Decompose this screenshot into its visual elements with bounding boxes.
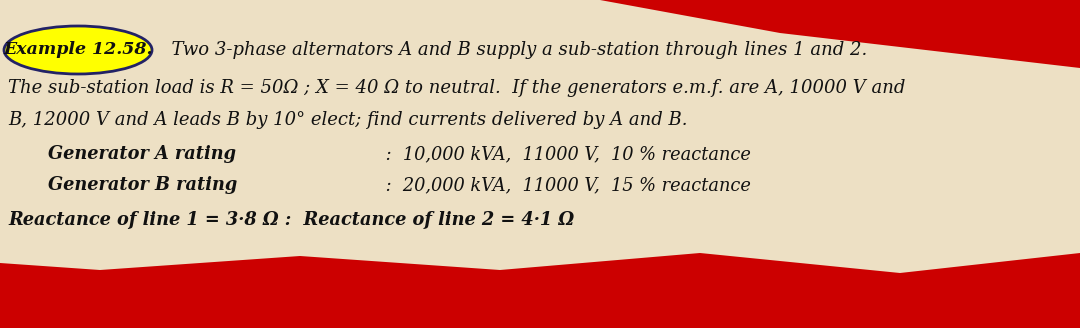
Text: :  20,000 kVA,  11000 V,  15 % reactance: : 20,000 kVA, 11000 V, 15 % reactance — [380, 176, 751, 194]
Text: Example 12.58.: Example 12.58. — [3, 42, 152, 58]
Text: Two 3-phase alternators A and B supply a sub-station through lines 1 and 2.: Two 3-phase alternators A and B supply a… — [160, 41, 867, 59]
Ellipse shape — [4, 26, 152, 74]
Text: :  10,000 kVA,  11000 V,  10 % reactance: : 10,000 kVA, 11000 V, 10 % reactance — [380, 145, 751, 163]
Polygon shape — [0, 253, 1080, 328]
Text: Generator B rating: Generator B rating — [48, 176, 238, 194]
Text: The sub-station load is R = 50Ω ; X = 40 Ω to neutral.  If the generators e.m.f.: The sub-station load is R = 50Ω ; X = 40… — [8, 79, 905, 97]
Text: Generator A rating: Generator A rating — [48, 145, 237, 163]
Polygon shape — [600, 0, 1080, 68]
Text: B, 12000 V and A leads B by 10° elect; find currents delivered by A and B.: B, 12000 V and A leads B by 10° elect; f… — [8, 111, 688, 129]
Text: Reactance of line 1 = 3·8 Ω :  Reactance of line 2 = 4·1 Ω: Reactance of line 1 = 3·8 Ω : Reactance … — [8, 211, 575, 229]
